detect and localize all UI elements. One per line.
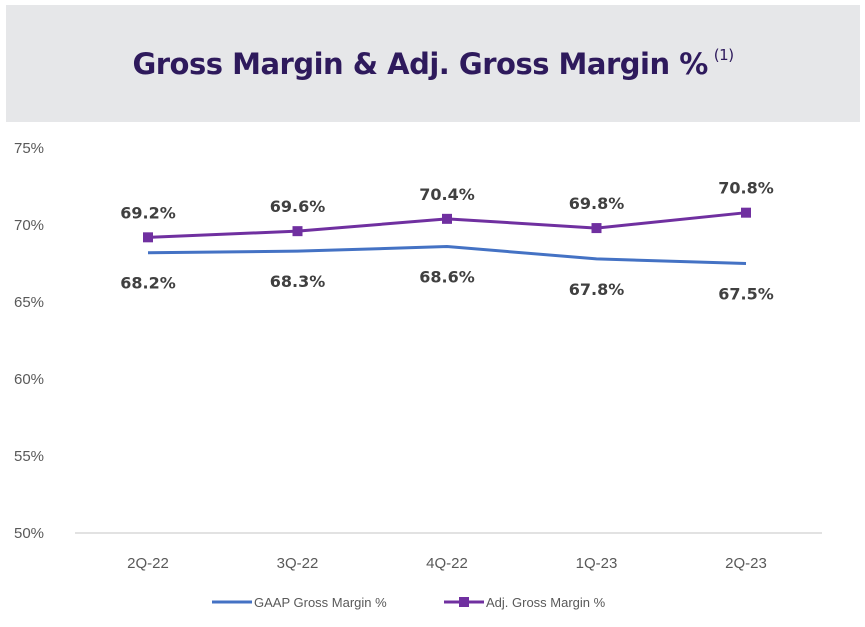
chart-title-text: Gross Margin & Adj. Gross Margin %: [132, 47, 708, 81]
data-point-marker: [591, 223, 602, 234]
data-point-marker: [741, 207, 751, 218]
y-tick-label: 75%: [14, 140, 44, 157]
data-label: 70.8%: [718, 179, 774, 198]
data-label: 69.8%: [569, 194, 625, 213]
data-point-marker: [442, 213, 452, 224]
legend-marker: [459, 597, 469, 607]
y-tick-label: 50%: [14, 525, 44, 542]
x-tick-label: 2Q-22: [127, 555, 169, 572]
chart-title: Gross Margin & Adj. Gross Margin % (1): [132, 46, 734, 81]
series-line-gaap: [147, 245, 747, 265]
y-tick-label: 65%: [14, 294, 44, 311]
y-tick-label: 70%: [14, 217, 44, 234]
data-point-marker: [292, 226, 303, 237]
title-band: Gross Margin & Adj. Gross Margin % (1): [6, 5, 860, 122]
legend-label: Adj. Gross Margin %: [486, 595, 606, 610]
x-tick-label: 2Q-23: [725, 555, 767, 572]
data-label: 67.5%: [718, 285, 774, 304]
legend-label: GAAP Gross Margin %: [254, 595, 387, 610]
x-tick-label: 4Q-22: [426, 555, 468, 572]
data-label: 68.6%: [419, 268, 475, 287]
data-label: 68.3%: [270, 272, 326, 291]
data-label: 70.4%: [419, 185, 475, 204]
data-point-marker: [143, 232, 153, 243]
data-label: 69.2%: [120, 203, 176, 222]
y-tick-label: 60%: [14, 371, 44, 388]
data-label: 67.8%: [569, 280, 625, 299]
data-label: 69.6%: [270, 197, 326, 216]
x-tick-label: 3Q-22: [277, 555, 319, 572]
title-footnote: (1): [713, 46, 734, 64]
data-label: 68.2%: [120, 274, 176, 293]
y-tick-label: 55%: [14, 448, 44, 465]
x-tick-label: 1Q-23: [576, 555, 618, 572]
